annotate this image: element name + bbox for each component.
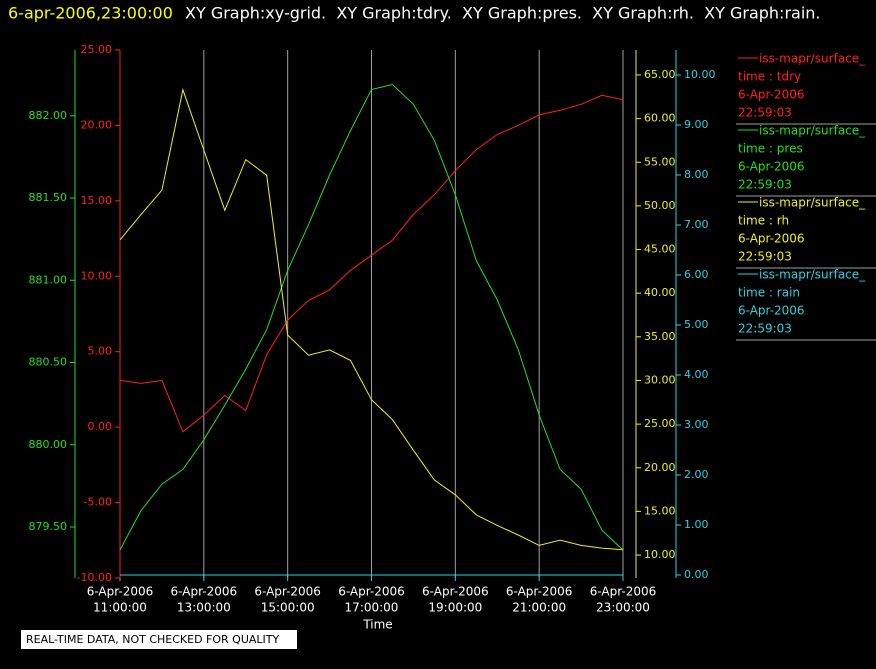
y-tick-label: 60.00 <box>644 112 676 125</box>
x-tick-label: 13:00:00 <box>177 601 231 615</box>
y-tick-label: 10.00 <box>644 548 676 561</box>
y-tick-label: 8.00 <box>684 168 709 181</box>
y-tick-label: 0.00 <box>88 420 113 433</box>
x-tick-label: 6-Apr-2006 <box>87 585 154 599</box>
y-tick-label: 10.00 <box>81 269 113 282</box>
x-axis-label: Time <box>362 618 392 632</box>
y-tick-label: 55.00 <box>644 155 676 168</box>
y-tick-label: 9.00 <box>684 118 709 131</box>
legend-date: 6-Apr-2006 <box>738 88 805 102</box>
footer-box <box>21 630 297 649</box>
legend-time: 22:59:03 <box>738 178 792 192</box>
legend-name: iss-mapr/surface_ <box>759 52 866 66</box>
x-tick-label: 6-Apr-2006 <box>422 585 489 599</box>
y-tick-label: 20.00 <box>81 118 113 131</box>
y-tick-label: -5.00 <box>84 496 112 509</box>
series-line <box>119 94 624 433</box>
y-tick-label: -10.00 <box>77 571 112 584</box>
x-tick-label: 17:00:00 <box>345 601 399 615</box>
y-tick-label: 1.00 <box>684 518 709 531</box>
legend-label: time : rh <box>738 214 789 228</box>
legend-time: 22:59:03 <box>738 106 792 120</box>
header-title: XY Graph:xy-grid. XY Graph:tdry. XY Grap… <box>185 4 821 23</box>
series-line <box>119 87 624 551</box>
y-tick-label: 25.00 <box>81 43 113 56</box>
legend-time: 22:59:03 <box>738 250 792 264</box>
y-tick-label: 25.00 <box>644 417 676 430</box>
y-tick-label: 7.00 <box>684 218 709 231</box>
y-tick-label: 15.00 <box>644 504 676 517</box>
y-tick-label: 5.00 <box>88 345 113 358</box>
y-tick-label: 50.00 <box>644 199 676 212</box>
y-tick-label: 45.00 <box>644 243 676 256</box>
legend-date: 6-Apr-2006 <box>738 160 805 174</box>
y-tick-label: 40.00 <box>644 286 676 299</box>
y-tick-label: 6.00 <box>684 268 709 281</box>
footer-note: REAL-TIME DATA, NOT CHECKED FOR QUALITY <box>26 633 280 646</box>
legend-name: iss-mapr/surface_ <box>759 124 866 138</box>
x-tick-label: 6-Apr-2006 <box>171 585 238 599</box>
y-tick-label: 5.00 <box>684 318 709 331</box>
y-tick-label: 880.00 <box>29 438 68 451</box>
x-tick-label: 6-Apr-2006 <box>254 585 321 599</box>
series-line <box>119 83 624 551</box>
y-tick-label: 65.00 <box>644 68 676 81</box>
y-tick-label: 3.00 <box>684 418 709 431</box>
legend-time: 22:59:03 <box>738 322 792 336</box>
x-tick-label: 15:00:00 <box>261 601 315 615</box>
x-tick-label: 6-Apr-2006 <box>590 585 657 599</box>
x-tick-label: 6-Apr-2006 <box>506 585 573 599</box>
legend-name: iss-mapr/surface_ <box>759 268 866 282</box>
x-tick-label: 6-Apr-2006 <box>338 585 405 599</box>
y-tick-label: 880.50 <box>29 356 68 369</box>
y-tick-label: 20.00 <box>644 461 676 474</box>
legend-label: time : pres <box>738 142 803 156</box>
x-tick-label: 23:00:00 <box>596 601 650 615</box>
legend-label: time : tdry <box>738 70 801 84</box>
legend-date: 6-Apr-2006 <box>738 304 805 318</box>
legend-date: 6-Apr-2006 <box>738 232 805 246</box>
y-tick-label: 15.00 <box>81 194 113 207</box>
legend-name: iss-mapr/surface_ <box>759 196 866 210</box>
y-tick-label: 881.00 <box>29 273 68 286</box>
y-tick-label: 881.50 <box>29 191 68 204</box>
x-tick-label: 11:00:00 <box>93 601 147 615</box>
x-tick-label: 21:00:00 <box>512 601 566 615</box>
y-tick-label: 4.00 <box>684 368 709 381</box>
y-tick-label: 35.00 <box>644 330 676 343</box>
y-tick-label: 0.00 <box>684 568 709 581</box>
y-tick-label: 879.50 <box>29 520 68 533</box>
y-tick-label: 2.00 <box>684 468 709 481</box>
y-tick-label: 30.00 <box>644 373 676 386</box>
timestamp: 6-apr-2006,23:00:00 <box>8 4 173 23</box>
x-tick-label: 19:00:00 <box>428 601 482 615</box>
y-tick-label: 10.00 <box>684 68 716 81</box>
legend-label: time : rain <box>738 286 800 300</box>
y-tick-label: 882.00 <box>29 109 68 122</box>
